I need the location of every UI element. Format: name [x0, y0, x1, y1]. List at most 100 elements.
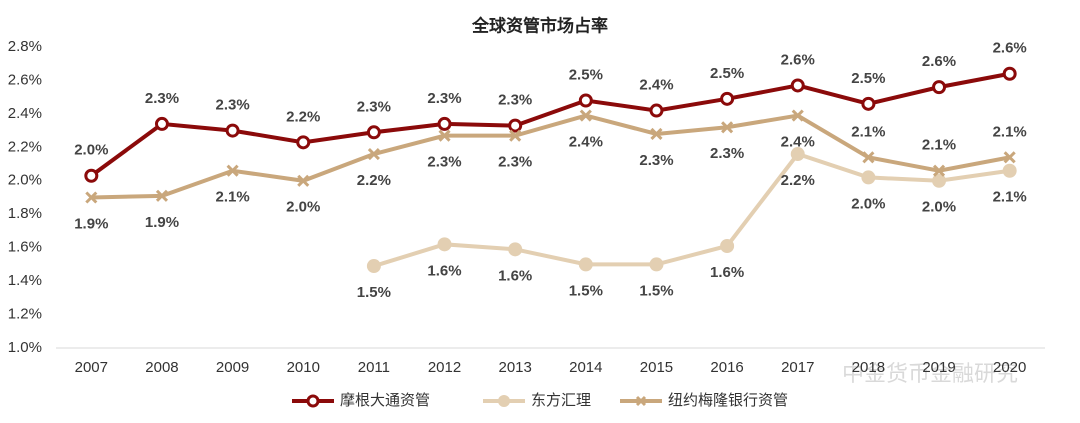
marker [790, 147, 805, 162]
marker [297, 174, 310, 187]
value-label: 2.1% [851, 123, 885, 140]
marker [861, 96, 876, 111]
legend-marker [306, 394, 320, 408]
y-tick-label: 1.4% [8, 272, 42, 289]
x-tick-label: 2017 [781, 359, 814, 376]
marker [154, 116, 169, 131]
value-label: 2.0% [74, 142, 108, 159]
value-label: 2.5% [569, 66, 603, 83]
marker [508, 118, 523, 133]
value-label: 2.3% [145, 90, 179, 107]
value-label: 2.4% [781, 134, 815, 151]
y-tick-label: 1.2% [8, 306, 42, 323]
x-tick-label: 2007 [75, 359, 108, 376]
value-label: 1.9% [74, 215, 108, 232]
marker [296, 135, 311, 150]
marker [791, 109, 804, 122]
legend-label: 摩根大通资管 [340, 391, 430, 409]
value-label: 2.4% [569, 134, 603, 151]
value-label: 2.2% [286, 108, 320, 125]
marker [225, 123, 240, 138]
marker [84, 168, 99, 183]
value-label: 2.0% [851, 195, 885, 212]
value-label: 2.1% [993, 123, 1027, 140]
value-label: 2.0% [922, 199, 956, 216]
series-line [90, 71, 1011, 178]
marker [1002, 163, 1017, 178]
value-label: 1.5% [569, 282, 603, 299]
marker [366, 259, 381, 274]
value-label: 2.3% [639, 152, 673, 169]
value-label: 2.3% [498, 92, 532, 109]
value-label: 2.3% [427, 154, 461, 171]
marker [579, 109, 592, 122]
marker [578, 257, 593, 272]
y-tick-label: 1.6% [8, 239, 42, 256]
marker [932, 173, 947, 188]
chart-title: 全球资管市场占率 [471, 15, 608, 35]
marker [508, 242, 523, 257]
value-label: 2.2% [781, 172, 815, 189]
value-label: 2.6% [993, 40, 1027, 57]
y-tick-label: 2.6% [8, 71, 42, 88]
marker [366, 125, 381, 140]
value-label: 2.6% [781, 51, 815, 68]
marker [437, 116, 452, 131]
value-label: 1.6% [710, 264, 744, 281]
marker [721, 121, 734, 134]
marker [720, 91, 735, 106]
marker [155, 189, 169, 202]
marker [226, 164, 239, 177]
value-label: 1.5% [357, 284, 391, 301]
legend-label: 纽约梅隆银行资管 [668, 392, 788, 409]
value-label: 1.9% [145, 214, 179, 231]
series-line [91, 113, 1011, 200]
value-label: 2.3% [710, 145, 744, 162]
legend-label: 东方汇理 [531, 392, 591, 409]
value-label: 1.5% [639, 282, 673, 299]
y-tick-label: 1.0% [8, 339, 42, 356]
value-label: 2.3% [216, 97, 250, 114]
marker [1003, 151, 1016, 164]
legend-marker [635, 395, 647, 407]
value-label: 2.2% [357, 172, 391, 189]
marker [1002, 66, 1017, 81]
marker [650, 127, 663, 141]
x-tick-label: 2020 [993, 359, 1026, 376]
x-tick-label: 2019 [922, 359, 955, 376]
marker [437, 237, 452, 252]
x-tick-label: 2014 [569, 359, 602, 376]
value-label: 2.3% [357, 98, 391, 115]
marker [438, 129, 451, 142]
x-tick-label: 2012 [428, 359, 461, 376]
y-tick-label: 2.4% [8, 105, 42, 122]
value-label: 2.3% [498, 154, 532, 171]
marker [367, 147, 380, 161]
x-tick-label: 2015 [640, 359, 673, 376]
marker [862, 151, 875, 164]
value-label: 2.1% [993, 189, 1027, 206]
watermark: 中金货币金融研究 [842, 361, 1018, 386]
y-tick-label: 2.0% [8, 172, 42, 189]
value-label: 2.1% [922, 137, 956, 154]
x-tick-label: 2016 [710, 359, 743, 376]
value-label: 2.1% [216, 189, 250, 206]
x-tick-label: 2013 [498, 359, 531, 376]
x-tick-label: 2011 [358, 359, 390, 376]
value-label: 2.6% [922, 53, 956, 70]
x-tick-label: 2010 [287, 359, 320, 376]
x-tick-label: 2009 [216, 359, 249, 376]
x-tick-label: 2018 [852, 359, 885, 376]
marker [509, 129, 522, 142]
value-label: 1.6% [498, 267, 532, 284]
legend-marker [498, 395, 510, 407]
x-tick-label: 2008 [145, 359, 178, 376]
value-label: 2.3% [427, 90, 461, 107]
marker [649, 103, 664, 118]
marker [720, 238, 735, 253]
value-label: 2.5% [710, 65, 744, 82]
marker [861, 170, 876, 185]
y-tick-label: 2.8% [8, 38, 42, 55]
value-label: 2.0% [286, 199, 320, 216]
